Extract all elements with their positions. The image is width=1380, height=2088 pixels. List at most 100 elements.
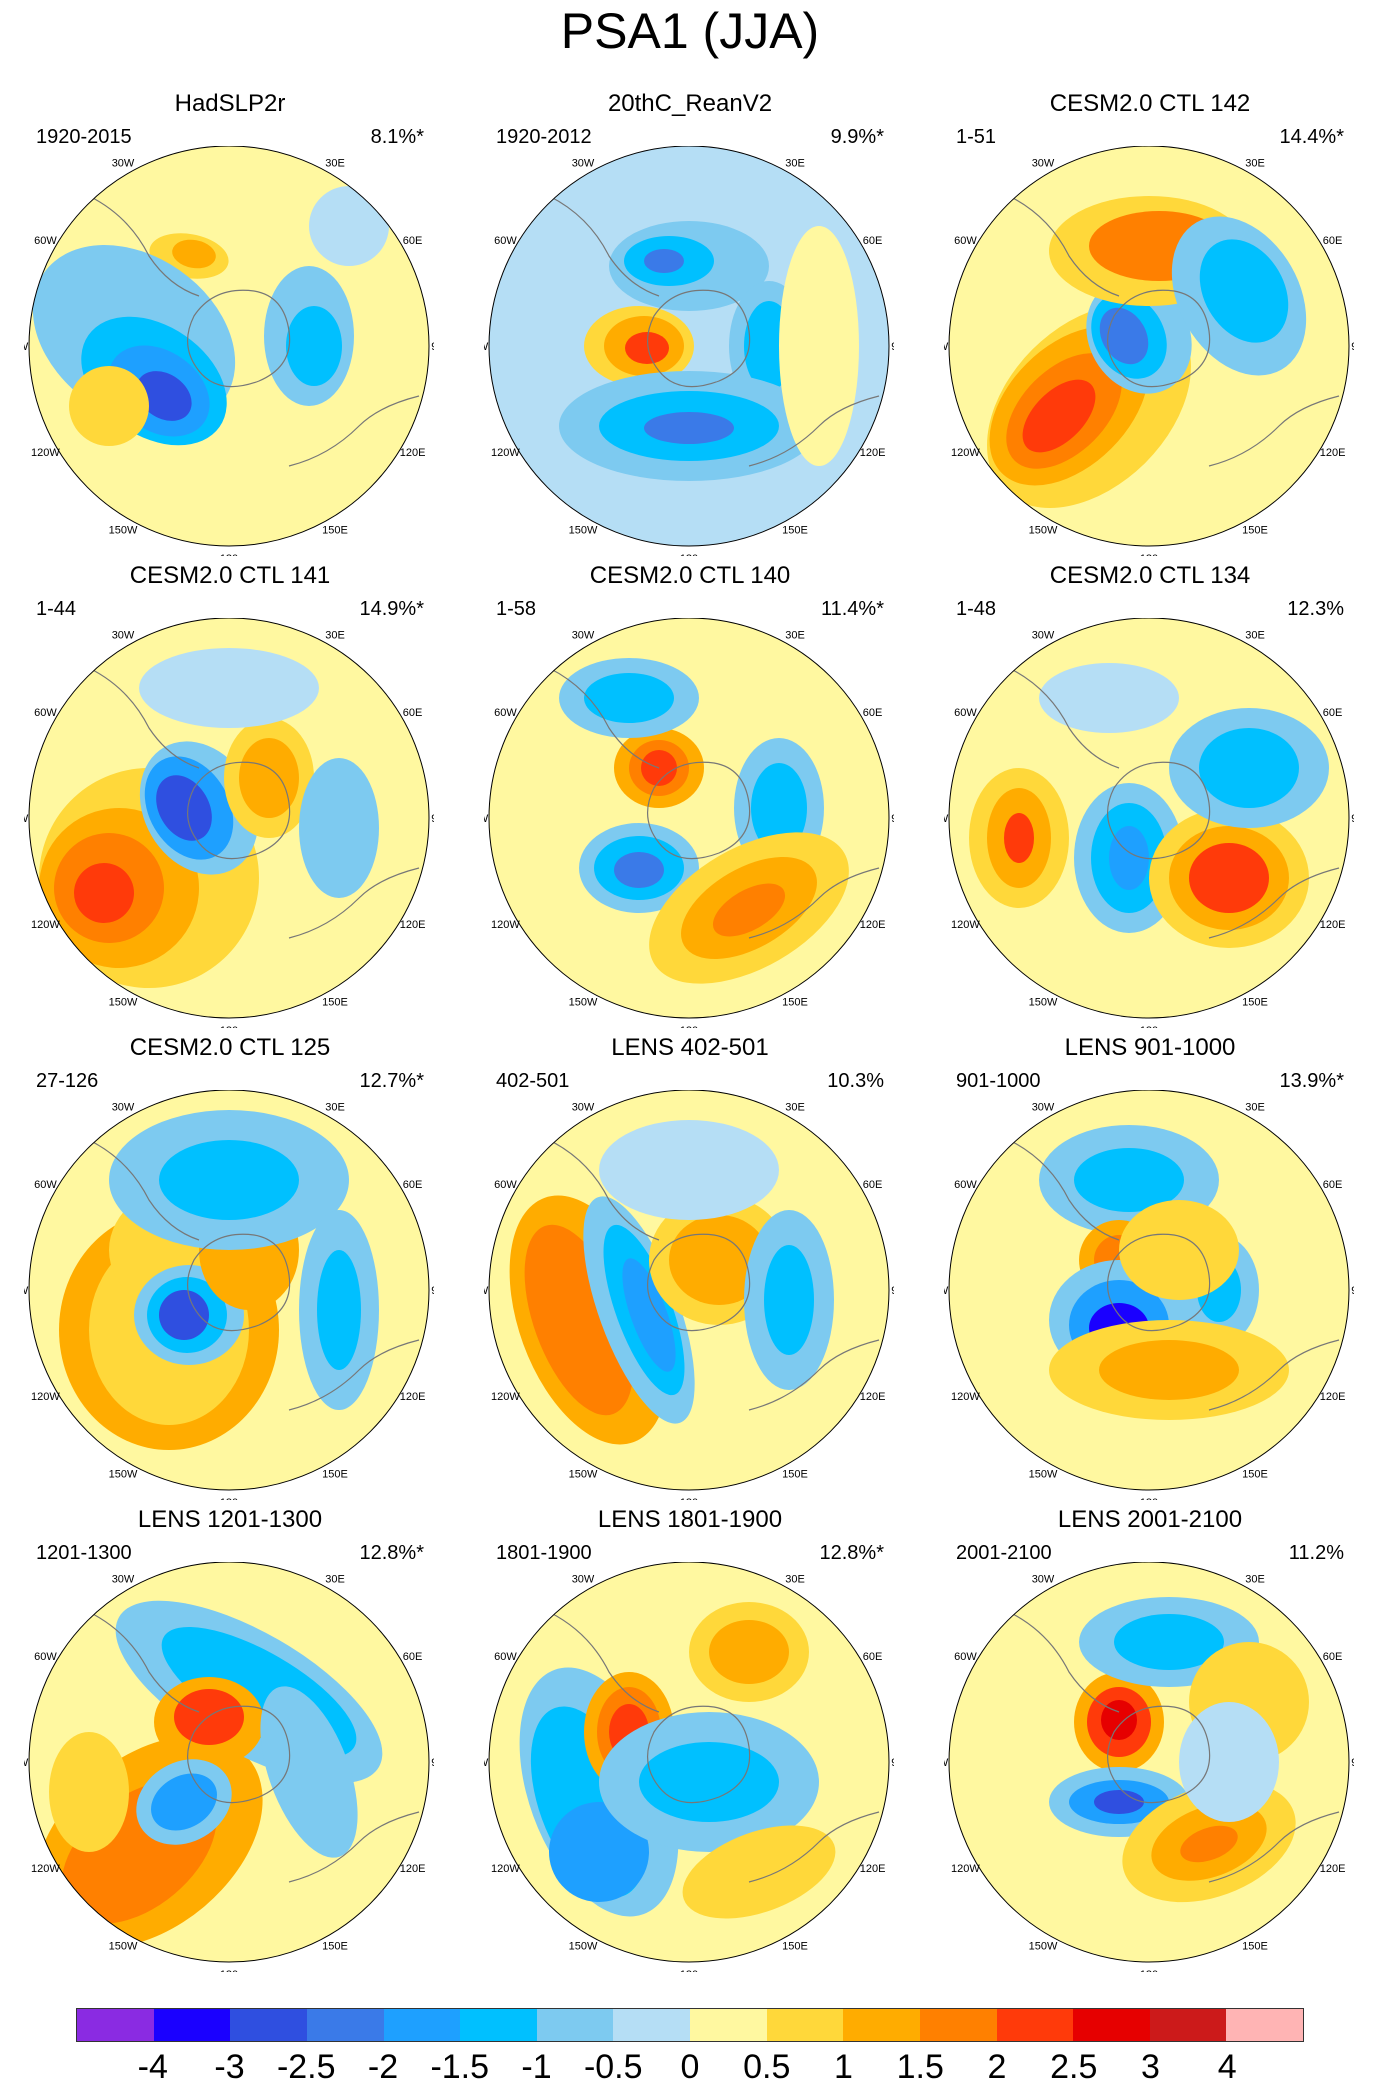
colorbar — [76, 2008, 1304, 2042]
polar-map: 030E60E90E120E150E180150W120W90W60W30W — [484, 618, 894, 1028]
map-border — [948, 618, 1350, 1019]
longitude-label: 90E — [891, 1757, 894, 1769]
longitude-label: 90W — [24, 813, 29, 825]
map-border — [948, 1090, 1350, 1491]
longitude-label: 90W — [484, 813, 489, 825]
longitude-label: 90W — [484, 341, 489, 353]
longitude-label: 120W — [491, 919, 520, 931]
longitude-label: 150E — [782, 1469, 808, 1481]
longitude-label: 150E — [322, 1469, 348, 1481]
longitude-label: 150E — [1242, 525, 1268, 537]
colorbar-tick-label: -1 — [521, 2048, 552, 2086]
panel-period: 1-48 — [956, 598, 997, 620]
coastline — [1208, 867, 1340, 939]
polar-map: 030E60E90E120E150E180150W120W90W60W30W — [24, 618, 434, 1028]
map-panel: LENS 2001-21002001-210011.2%030E60E90E12… — [920, 1506, 1380, 1976]
longitude-label: 60E — [1323, 1651, 1343, 1663]
colorbar-tick-label: 2 — [987, 2048, 1007, 2086]
longitude-label: 90E — [891, 1285, 894, 1297]
colorbar-swatch — [843, 2009, 920, 2041]
panel-title: LENS 402-501 — [611, 1034, 769, 1061]
anomaly-contour — [139, 648, 319, 728]
longitude-label: 180 — [1140, 1025, 1158, 1028]
longitude-label: 150W — [569, 1941, 598, 1953]
longitude-label: 30E — [1245, 1573, 1265, 1585]
longitude-label: 120E — [400, 919, 426, 931]
colorbar-tick-label: 1.5 — [896, 2048, 944, 2086]
panel-title: HadSLP2r — [174, 90, 286, 117]
panel-variance: 14.9%* — [359, 598, 425, 620]
longitude-label: 120W — [491, 447, 520, 459]
panel-variance: 13.9%* — [1279, 1070, 1345, 1092]
longitude-label: 150E — [1242, 1941, 1268, 1953]
longitude-label: 90E — [1351, 1757, 1354, 1769]
longitude-label: 60W — [494, 1179, 517, 1191]
anomaly-contour — [1199, 239, 1289, 343]
longitude-label: 180 — [680, 1025, 698, 1028]
coastline — [647, 1233, 751, 1332]
longitude-label: 90W — [24, 1757, 29, 1769]
longitude-label: 120E — [1320, 447, 1346, 459]
coastline — [548, 667, 660, 769]
anomaly-contour — [239, 738, 299, 818]
longitude-label: 120E — [400, 1863, 426, 1875]
longitude-label: 150E — [322, 997, 348, 1009]
longitude-label: 180 — [680, 1969, 698, 1972]
colorbar-tick-label: 1 — [834, 2048, 853, 2086]
colorbar-swatch — [306, 2009, 384, 2041]
longitude-label: 150E — [322, 1941, 348, 1953]
coastline — [1008, 1139, 1120, 1241]
longitude-label: 120W — [31, 447, 60, 459]
panel-variance: 12.8%* — [359, 1542, 425, 1564]
anomaly-contour — [286, 306, 342, 386]
colorbar-swatch — [536, 2009, 614, 2041]
panel-variance: 14.4%* — [1279, 126, 1345, 148]
map-border — [28, 146, 430, 547]
longitude-label: 30E — [785, 629, 805, 641]
longitude-label: 180 — [220, 1969, 238, 1972]
longitude-label: 90E — [431, 1757, 434, 1769]
longitude-label: 150E — [782, 997, 808, 1009]
coastline — [1208, 1811, 1340, 1883]
anomaly-contour — [1094, 1790, 1144, 1814]
anomaly-contour — [614, 852, 664, 888]
longitude-label: 90E — [1351, 813, 1354, 825]
map-panel: CESM2.0 CTL 1401-5811.4%*030E60E90E120E1… — [460, 562, 920, 1032]
longitude-label: 120E — [1320, 1863, 1346, 1875]
longitude-label: 120E — [860, 1391, 886, 1403]
longitude-label: 90E — [1351, 1285, 1354, 1297]
figure-title: PSA1 (JJA) — [560, 3, 820, 59]
anomaly-contour — [764, 1245, 814, 1355]
longitude-label: 120W — [491, 1863, 520, 1875]
longitude-label: 90E — [431, 813, 434, 825]
coastline — [288, 867, 420, 939]
anomaly-contour — [625, 332, 669, 364]
anomaly-contour — [159, 1140, 299, 1220]
longitude-label: 150W — [1029, 997, 1058, 1009]
coastline — [748, 1811, 880, 1883]
longitude-label: 180 — [1140, 1969, 1158, 1972]
longitude-label: 60W — [34, 1651, 57, 1663]
map-panel: CESM2.0 CTL 1411-4414.9%*030E60E90E120E1… — [0, 562, 460, 1032]
panel-variance: 10.3% — [827, 1070, 884, 1092]
panel-title: CESM2.0 CTL 140 — [589, 562, 791, 589]
panel-variance: 11.2% — [1288, 1542, 1344, 1564]
colorbar-tick-label: 2.5 — [1050, 2048, 1098, 2086]
longitude-label: 30W — [572, 629, 595, 641]
coastline — [548, 195, 660, 297]
longitude-label: 90W — [944, 1757, 949, 1769]
longitude-label: 60W — [954, 1179, 977, 1191]
longitude-label: 30W — [572, 1101, 595, 1113]
anomaly-contour — [156, 775, 212, 841]
coastline — [88, 667, 200, 769]
coastline — [187, 1233, 291, 1332]
anomaly-contour — [1180, 1825, 1238, 1863]
polar-map: 030E60E90E120E150E180150W120W90W60W30W — [944, 1090, 1354, 1500]
colorbar-swatch — [919, 2009, 997, 2041]
map-border — [488, 146, 890, 547]
panel-title: 20thC_ReanV2 — [607, 90, 773, 117]
map-panel: HadSLP2r1920-20158.1%*030E60E90E120E150E… — [0, 90, 460, 560]
anomaly-contour — [69, 366, 149, 446]
map-panel: CESM2.0 CTL 1341-4812.3%030E60E90E120E15… — [920, 562, 1380, 1032]
anomaly-contour — [299, 758, 379, 898]
